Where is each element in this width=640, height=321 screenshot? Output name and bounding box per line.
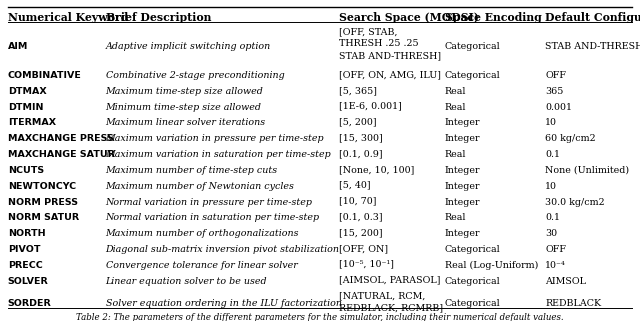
Text: NORTH: NORTH bbox=[8, 229, 45, 238]
Text: [1E-6, 0.001]: [1E-6, 0.001] bbox=[339, 101, 402, 110]
Text: Integer: Integer bbox=[445, 229, 480, 238]
Text: OFF: OFF bbox=[545, 245, 566, 254]
Text: [0.1, 0.3]: [0.1, 0.3] bbox=[339, 212, 383, 221]
Text: [5, 40]: [5, 40] bbox=[339, 181, 371, 190]
Text: 0.1: 0.1 bbox=[545, 150, 560, 159]
Text: Maximum number of Newtonian cycles: Maximum number of Newtonian cycles bbox=[106, 182, 294, 191]
Text: PIVOT: PIVOT bbox=[8, 245, 40, 254]
Text: [OFF, ON]: [OFF, ON] bbox=[339, 244, 388, 253]
Text: Minimum time-step size allowed: Minimum time-step size allowed bbox=[106, 103, 262, 112]
Text: Categorical: Categorical bbox=[445, 71, 500, 80]
Text: [OFF, ON, AMG, ILU]: [OFF, ON, AMG, ILU] bbox=[339, 70, 441, 79]
Text: [5, 365]: [5, 365] bbox=[339, 86, 377, 95]
Text: Categorical: Categorical bbox=[445, 42, 500, 51]
Text: [0.1, 0.9]: [0.1, 0.9] bbox=[339, 149, 383, 158]
Text: Normal variation in saturation per time-step: Normal variation in saturation per time-… bbox=[106, 213, 320, 222]
Text: [10⁻⁵, 10⁻¹]: [10⁻⁵, 10⁻¹] bbox=[339, 260, 394, 269]
Text: STAB AND-THRESH 0.25 0.25: STAB AND-THRESH 0.25 0.25 bbox=[545, 42, 640, 51]
Text: NEWTONCYC: NEWTONCYC bbox=[8, 182, 76, 191]
Text: [5, 200]: [5, 200] bbox=[339, 117, 377, 126]
Text: NORM SATUR: NORM SATUR bbox=[8, 213, 79, 222]
Text: Adaptive implicit switching option: Adaptive implicit switching option bbox=[106, 42, 271, 51]
Text: 365: 365 bbox=[545, 87, 564, 96]
Text: Categorical: Categorical bbox=[445, 276, 500, 285]
Text: Integer: Integer bbox=[445, 134, 480, 143]
Text: Real (Log-Uniform): Real (Log-Uniform) bbox=[445, 261, 538, 270]
Text: Normal variation in pressure per time-step: Normal variation in pressure per time-st… bbox=[106, 197, 312, 206]
Text: [15, 300]: [15, 300] bbox=[339, 133, 383, 142]
Text: 0.1: 0.1 bbox=[545, 213, 560, 222]
Text: [15, 200]: [15, 200] bbox=[339, 228, 383, 237]
Text: Real: Real bbox=[445, 213, 467, 222]
Text: Categorical: Categorical bbox=[445, 245, 500, 254]
Text: OFF: OFF bbox=[545, 71, 566, 80]
Text: Numerical Keyword: Numerical Keyword bbox=[8, 12, 128, 23]
Text: [10, 70]: [10, 70] bbox=[339, 196, 377, 205]
Text: NORM PRESS: NORM PRESS bbox=[8, 197, 77, 206]
Text: DTMIN: DTMIN bbox=[8, 103, 43, 112]
Text: DTMAX: DTMAX bbox=[8, 87, 47, 96]
Text: Maximum time-step size allowed: Maximum time-step size allowed bbox=[106, 87, 264, 96]
Text: Combinative 2-stage preconditioning: Combinative 2-stage preconditioning bbox=[106, 71, 284, 80]
Text: Integer: Integer bbox=[445, 182, 480, 191]
Text: Categorical: Categorical bbox=[445, 299, 500, 308]
Text: [NATURAL, RCM,
REDBLACK, RCMRB]: [NATURAL, RCM, REDBLACK, RCMRB] bbox=[339, 291, 444, 312]
Text: Default Configuration: Default Configuration bbox=[545, 12, 640, 23]
Text: Solver equation ordering in the ILU factorization: Solver equation ordering in the ILU fact… bbox=[106, 299, 342, 308]
Text: Space Encoding: Space Encoding bbox=[445, 12, 541, 23]
Text: Brief Description: Brief Description bbox=[106, 12, 211, 23]
Text: Real: Real bbox=[445, 87, 467, 96]
Text: Table 2: The parameters of the different parameters for the simulator, including: Table 2: The parameters of the different… bbox=[76, 313, 564, 321]
Text: ITERMAX: ITERMAX bbox=[8, 118, 56, 127]
Text: Maximum linear solver iterations: Maximum linear solver iterations bbox=[106, 118, 266, 127]
Text: SOLVER: SOLVER bbox=[8, 276, 49, 285]
Text: AIM: AIM bbox=[8, 42, 28, 51]
Text: SORDER: SORDER bbox=[8, 299, 51, 308]
Text: Integer: Integer bbox=[445, 118, 480, 127]
Text: REDBLACK: REDBLACK bbox=[545, 299, 602, 308]
Text: 10: 10 bbox=[545, 182, 557, 191]
Text: COMBINATIVE: COMBINATIVE bbox=[8, 71, 81, 80]
Text: 0.001: 0.001 bbox=[545, 103, 572, 112]
Text: [None, 10, 100]: [None, 10, 100] bbox=[339, 165, 415, 174]
Text: 10: 10 bbox=[545, 118, 557, 127]
Text: Convergence tolerance for linear solver: Convergence tolerance for linear solver bbox=[106, 261, 298, 270]
Text: MAXCHANGE SATUR: MAXCHANGE SATUR bbox=[8, 150, 115, 159]
Text: NCUTS: NCUTS bbox=[8, 166, 44, 175]
Text: Integer: Integer bbox=[445, 197, 480, 206]
Text: Real: Real bbox=[445, 103, 467, 112]
Text: 30.0 kg/cm2: 30.0 kg/cm2 bbox=[545, 197, 605, 206]
Text: MAXCHANGE PRESS: MAXCHANGE PRESS bbox=[8, 134, 113, 143]
Text: Integer: Integer bbox=[445, 166, 480, 175]
Text: 60 kg/cm2: 60 kg/cm2 bbox=[545, 134, 596, 143]
Text: [AIMSOL, PARASOL]: [AIMSOL, PARASOL] bbox=[339, 275, 441, 284]
Text: Maximum variation in pressure per time-step: Maximum variation in pressure per time-s… bbox=[106, 134, 324, 143]
Text: Real: Real bbox=[445, 150, 467, 159]
Text: 10⁻⁴: 10⁻⁴ bbox=[545, 261, 566, 270]
Text: Linear equation solver to be used: Linear equation solver to be used bbox=[106, 276, 268, 285]
Text: Diagonal sub-matrix inversion pivot stabilization: Diagonal sub-matrix inversion pivot stab… bbox=[106, 245, 340, 254]
Text: Maximum number of orthogonalizations: Maximum number of orthogonalizations bbox=[106, 229, 299, 238]
Text: Search Space (MODSI): Search Space (MODSI) bbox=[339, 12, 479, 23]
Text: None (Unlimited): None (Unlimited) bbox=[545, 166, 629, 175]
Text: AIMSOL: AIMSOL bbox=[545, 276, 586, 285]
Text: [OFF, STAB,
THRESH .25 .25
STAB AND-THRESH]: [OFF, STAB, THRESH .25 .25 STAB AND-THRE… bbox=[339, 27, 442, 60]
Text: 30: 30 bbox=[545, 229, 557, 238]
Text: PRECC: PRECC bbox=[8, 261, 42, 270]
Text: Maximum variation in saturation per time-step: Maximum variation in saturation per time… bbox=[106, 150, 332, 159]
Text: Maximum number of time-step cuts: Maximum number of time-step cuts bbox=[106, 166, 278, 175]
